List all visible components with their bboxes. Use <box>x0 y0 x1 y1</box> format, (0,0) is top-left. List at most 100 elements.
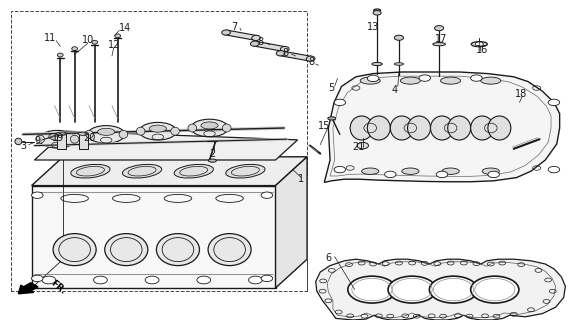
Circle shape <box>334 99 346 106</box>
Ellipse shape <box>471 116 494 140</box>
Ellipse shape <box>441 77 461 84</box>
Ellipse shape <box>122 164 162 178</box>
Text: 16: 16 <box>476 44 488 55</box>
Polygon shape <box>32 157 307 186</box>
Circle shape <box>394 35 404 40</box>
FancyArrow shape <box>18 283 38 294</box>
Polygon shape <box>316 259 565 320</box>
Polygon shape <box>280 51 312 61</box>
Ellipse shape <box>104 234 148 266</box>
Circle shape <box>548 166 560 173</box>
Ellipse shape <box>328 117 336 120</box>
Circle shape <box>436 171 448 178</box>
Ellipse shape <box>15 138 22 145</box>
Circle shape <box>367 75 379 82</box>
Ellipse shape <box>139 123 177 140</box>
Ellipse shape <box>408 116 430 140</box>
Polygon shape <box>32 186 276 288</box>
Ellipse shape <box>119 131 128 139</box>
Polygon shape <box>324 72 560 182</box>
Ellipse shape <box>49 133 66 140</box>
Text: 14: 14 <box>119 23 131 33</box>
Ellipse shape <box>87 126 125 143</box>
Ellipse shape <box>208 159 216 162</box>
Ellipse shape <box>252 35 261 41</box>
Ellipse shape <box>372 62 382 66</box>
Ellipse shape <box>56 132 67 135</box>
Ellipse shape <box>36 135 45 143</box>
Text: 7: 7 <box>231 22 237 32</box>
Circle shape <box>388 276 436 303</box>
Ellipse shape <box>201 122 218 129</box>
Ellipse shape <box>350 116 373 140</box>
Ellipse shape <box>448 116 471 140</box>
Circle shape <box>385 171 396 178</box>
Circle shape <box>42 276 56 284</box>
Ellipse shape <box>115 34 121 38</box>
Ellipse shape <box>174 164 214 178</box>
Ellipse shape <box>208 234 251 266</box>
Circle shape <box>471 276 519 303</box>
Circle shape <box>548 99 560 106</box>
Ellipse shape <box>53 234 96 266</box>
Circle shape <box>32 192 43 198</box>
Ellipse shape <box>78 132 88 135</box>
Ellipse shape <box>98 128 115 135</box>
Polygon shape <box>34 131 297 160</box>
Ellipse shape <box>433 43 445 46</box>
Ellipse shape <box>149 125 166 132</box>
Circle shape <box>145 276 159 284</box>
Text: 19: 19 <box>52 133 65 143</box>
Text: 4: 4 <box>392 84 398 95</box>
Ellipse shape <box>72 47 77 51</box>
Ellipse shape <box>374 9 381 12</box>
Ellipse shape <box>488 116 511 140</box>
Ellipse shape <box>362 168 379 174</box>
Circle shape <box>261 275 273 282</box>
Text: 5: 5 <box>329 83 335 93</box>
Ellipse shape <box>223 124 231 132</box>
Ellipse shape <box>188 124 196 132</box>
Circle shape <box>249 276 262 284</box>
Ellipse shape <box>70 135 79 143</box>
Text: 2: 2 <box>210 148 215 159</box>
Circle shape <box>334 166 346 173</box>
Circle shape <box>435 26 444 31</box>
Ellipse shape <box>367 116 390 140</box>
Text: 8: 8 <box>283 48 289 58</box>
Text: 1: 1 <box>298 174 304 184</box>
Ellipse shape <box>400 77 420 84</box>
Circle shape <box>348 276 396 303</box>
Ellipse shape <box>307 56 315 61</box>
Ellipse shape <box>57 53 63 57</box>
Ellipse shape <box>276 51 285 56</box>
Circle shape <box>94 276 107 284</box>
Ellipse shape <box>156 234 200 266</box>
Text: 17: 17 <box>435 34 447 44</box>
Ellipse shape <box>430 116 453 140</box>
Polygon shape <box>225 30 257 40</box>
Text: 21: 21 <box>352 142 365 152</box>
Circle shape <box>419 75 430 81</box>
Text: 8: 8 <box>308 57 314 68</box>
Circle shape <box>197 276 211 284</box>
Ellipse shape <box>480 77 501 84</box>
Ellipse shape <box>191 119 228 137</box>
Circle shape <box>429 276 478 303</box>
Ellipse shape <box>226 164 265 178</box>
Ellipse shape <box>281 46 289 52</box>
Ellipse shape <box>402 168 419 174</box>
Ellipse shape <box>39 131 76 148</box>
Text: 15: 15 <box>318 121 331 132</box>
Text: 12: 12 <box>107 40 120 50</box>
Circle shape <box>261 192 273 198</box>
Circle shape <box>488 171 499 178</box>
Ellipse shape <box>394 63 404 65</box>
Ellipse shape <box>360 77 381 84</box>
Ellipse shape <box>471 42 487 47</box>
Text: 18: 18 <box>515 89 528 100</box>
Text: 8: 8 <box>257 36 263 47</box>
Text: FR.: FR. <box>49 278 67 296</box>
Text: 6: 6 <box>325 252 331 263</box>
Ellipse shape <box>442 168 459 174</box>
